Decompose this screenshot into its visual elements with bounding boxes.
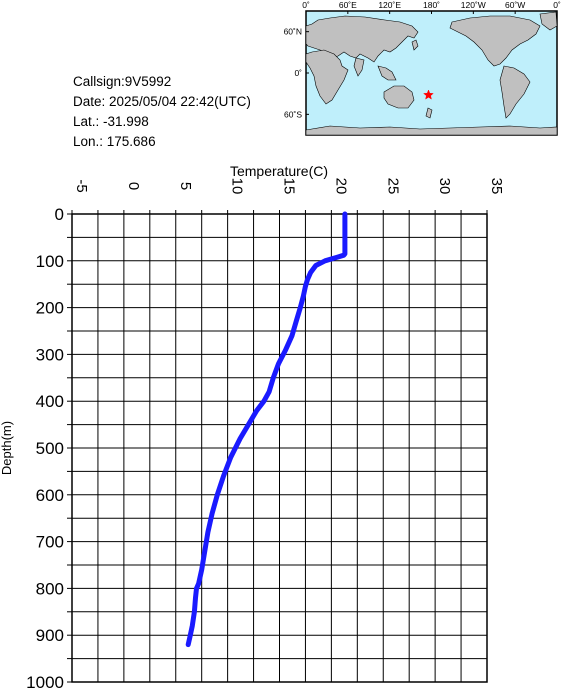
x-tick-label: 20 — [332, 178, 349, 195]
map-lon-label: 60˚W — [505, 0, 525, 10]
map-lon-label: 0˚ — [302, 0, 310, 10]
x-tick-label: 25 — [384, 178, 401, 195]
x-axis-label: Temperature(C) — [230, 163, 328, 179]
land-north-america — [449, 15, 541, 67]
y-tick-label: 100 — [36, 252, 64, 271]
map-lat-label: 0˚ — [294, 68, 302, 78]
world-map: 0˚ 60˚E 120˚E 180˚ 120˚W 60˚W 0˚ 60˚N 0˚ 60˚S — [284, 0, 561, 136]
map-lon-label: 120˚W — [461, 0, 486, 10]
map-lat-ticks: 60˚N 0˚ 60˚S — [284, 27, 309, 119]
land-australia — [383, 85, 415, 109]
y-tick-label: 300 — [36, 345, 64, 364]
y-tick-label: 500 — [36, 439, 64, 458]
temperature-profile-line — [185, 211, 348, 648]
x-tick-label: 15 — [281, 178, 298, 195]
callsign-text: Callsign:9V5992 — [73, 74, 172, 89]
map-marker-layer — [423, 89, 434, 100]
y-axis-label: Depth(m) — [0, 421, 14, 475]
x-tick-label: 35 — [488, 178, 505, 195]
map-lon-ticks: 0˚ 60˚E 120˚E 180˚ 120˚W 60˚W 0˚ — [302, 0, 561, 14]
date-text: Date: 2025/05/04 22:42(UTC) — [73, 94, 251, 109]
land-greenland — [539, 11, 558, 31]
x-tick-label: 5 — [177, 182, 194, 190]
x-tick-label: -5 — [73, 179, 90, 192]
map-lon-label: 120˚E — [378, 0, 401, 10]
series-layer — [185, 211, 348, 648]
y-tick-label: 900 — [36, 626, 64, 645]
land-south-america — [499, 65, 531, 119]
x-axis-ticks: -5 0 5 10 15 20 25 30 35 — [71, 178, 505, 214]
y-tick-label: 800 — [36, 579, 64, 598]
land-antarctica — [305, 125, 558, 136]
y-tick-label: 1000 — [26, 673, 64, 690]
x-tick-label: 0 — [125, 182, 142, 190]
map-lon-label: 60˚E — [339, 0, 357, 10]
longitude-text: Lon.: 175.686 — [73, 134, 156, 149]
y-tick-label: 600 — [36, 486, 64, 505]
map-landmasses — [305, 11, 558, 136]
y-tick-label: 400 — [36, 392, 64, 411]
land-africa — [305, 49, 349, 105]
y-tick-label: 0 — [55, 205, 64, 224]
float-position-star-icon — [423, 89, 434, 100]
gridlines — [72, 214, 487, 682]
temperature-depth-chart: -5 0 5 10 15 20 25 30 35 0 100 200 300 400 500 600 700 8… — [0, 163, 505, 690]
map-lon-label: 180˚ — [423, 0, 440, 10]
x-tick-label: 10 — [229, 178, 246, 195]
land-indonesia — [377, 65, 397, 81]
x-tick-label: 30 — [436, 178, 453, 195]
map-lat-label: 60˚N — [284, 27, 302, 37]
y-tick-label: 700 — [36, 533, 64, 552]
y-tick-label: 200 — [36, 299, 64, 318]
land-new-zealand — [425, 107, 433, 119]
land-india — [353, 57, 365, 77]
latitude-text: Lat.: -31.998 — [73, 114, 149, 129]
map-lat-label: 60˚S — [284, 109, 302, 119]
float-info: Callsign:9V5992 Date: 2025/05/04 22:42(U… — [73, 72, 251, 152]
map-lon-label: 0˚ — [553, 0, 561, 10]
land-japan — [411, 39, 419, 51]
y-axis-ticks: 0 100 200 300 400 500 600 700 800 900 1000 — [26, 205, 72, 690]
